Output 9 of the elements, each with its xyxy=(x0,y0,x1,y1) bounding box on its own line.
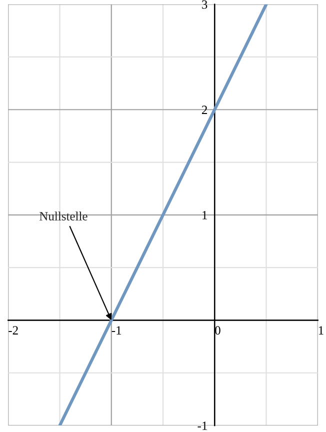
x-tick-label: 1 xyxy=(318,326,324,334)
annotation: Nullstelle xyxy=(40,212,88,220)
x-tick-label: -2 xyxy=(8,326,18,334)
y-tick-label: 3 xyxy=(202,0,208,9)
x-tick-label: -1 xyxy=(112,326,122,334)
y-tick-label: 1 xyxy=(202,211,207,220)
y-tick-label: -1 xyxy=(198,422,207,430)
x-tick-label: 0 xyxy=(215,326,220,335)
y-tick-label: 2 xyxy=(202,106,207,114)
